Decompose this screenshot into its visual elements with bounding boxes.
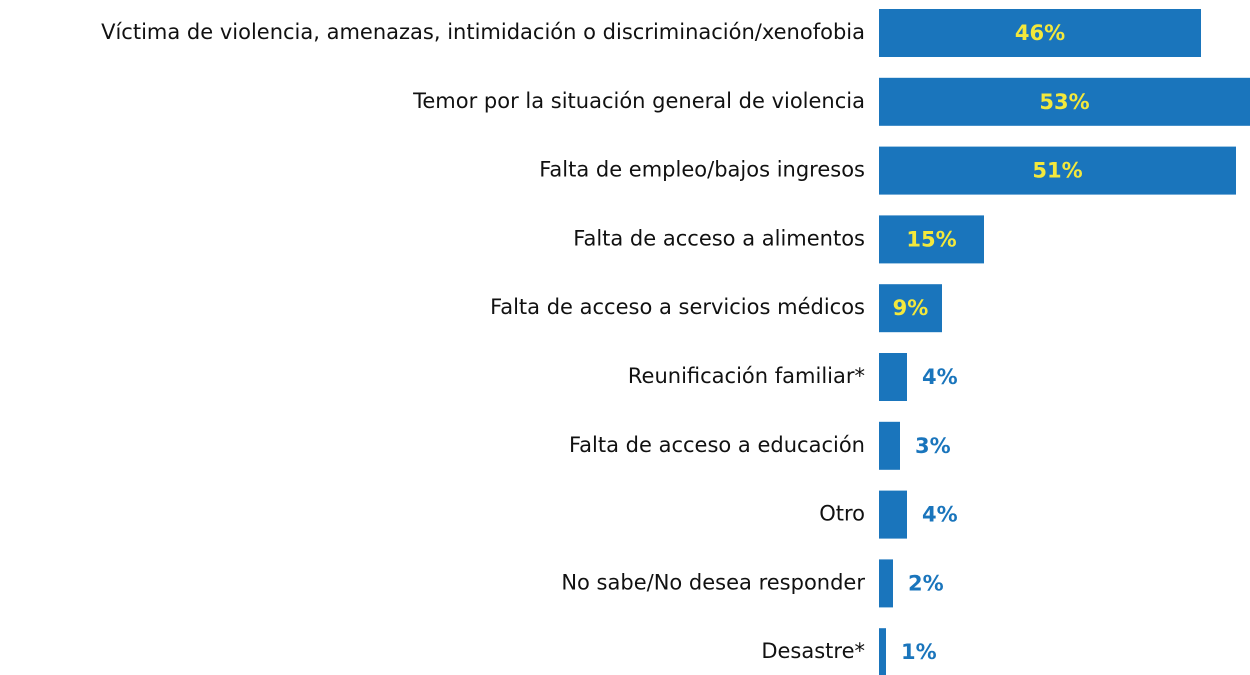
bar [879,628,886,675]
bar [879,421,900,470]
value-label: 4% [922,503,958,527]
category-label: No sabe/No desea responder [561,570,865,594]
value-label: 46% [1015,21,1065,45]
category-label: Falta de acceso a educación [569,433,865,457]
value-label: 4% [922,365,958,389]
value-label: 3% [915,434,951,458]
value-label: 1% [901,640,937,664]
category-label: Falta de acceso a alimentos [573,226,865,250]
category-label: Falta de empleo/bajos ingresos [539,158,865,182]
value-label: 15% [906,227,956,251]
category-label: Reunificación familiar* [628,364,865,388]
value-label: 51% [1032,159,1082,183]
category-label: Falta de acceso a servicios médicos [490,295,865,319]
category-label: Desastre* [761,639,865,663]
bar [879,284,942,333]
value-label: 2% [908,571,944,595]
category-label: Otro [819,502,865,526]
category-label: Víctima de violencia, amenazas, intimida… [101,20,865,44]
bar [879,77,1250,126]
bar [879,146,1236,195]
bar [879,559,893,608]
bar [879,490,907,539]
bar [879,9,1201,57]
bar [879,353,907,401]
category-label: Temor por la situación general de violen… [412,89,865,113]
value-label: 9% [893,296,929,320]
value-label: 53% [1039,90,1089,114]
bar [879,215,984,264]
